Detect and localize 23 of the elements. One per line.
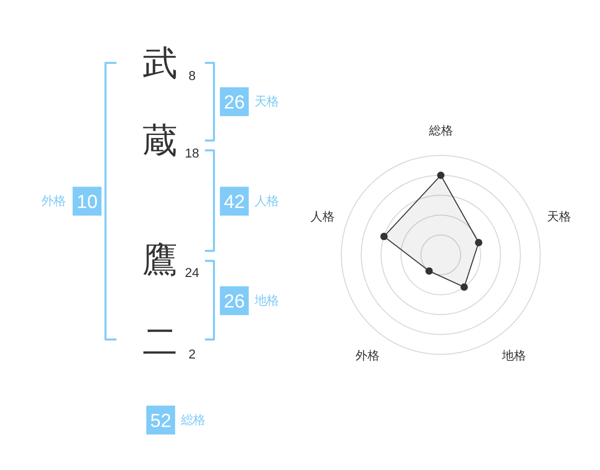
- data-label: 18: [184, 145, 200, 160]
- category-label: 蔵: [142, 121, 178, 160]
- spoke-label: 地格: [500, 348, 526, 363]
- data-label: 10: [76, 192, 98, 214]
- data-label: 26: [224, 292, 245, 313]
- category-label: 人格: [254, 194, 279, 208]
- category-label: 武: [142, 44, 178, 83]
- data-label: 24: [184, 264, 200, 280]
- category-label: 天格: [254, 94, 279, 109]
- data-label: 42: [224, 192, 245, 214]
- spoke-label: 天格: [547, 209, 572, 224]
- category-label: 地格: [254, 294, 279, 308]
- spoke-label: 外格: [356, 348, 380, 363]
- data-label: 52: [150, 411, 172, 432]
- spoke-label: 総格: [428, 124, 453, 138]
- spoke-label: 人格: [310, 209, 335, 224]
- category-label: 二: [142, 322, 178, 362]
- category-label: 総格: [180, 413, 206, 428]
- data-label: 8: [188, 68, 196, 83]
- category-label: 鷹: [142, 240, 178, 280]
- data-label: 26: [224, 92, 245, 114]
- data-label: 2: [188, 346, 196, 362]
- category-label: 外格: [42, 194, 66, 208]
